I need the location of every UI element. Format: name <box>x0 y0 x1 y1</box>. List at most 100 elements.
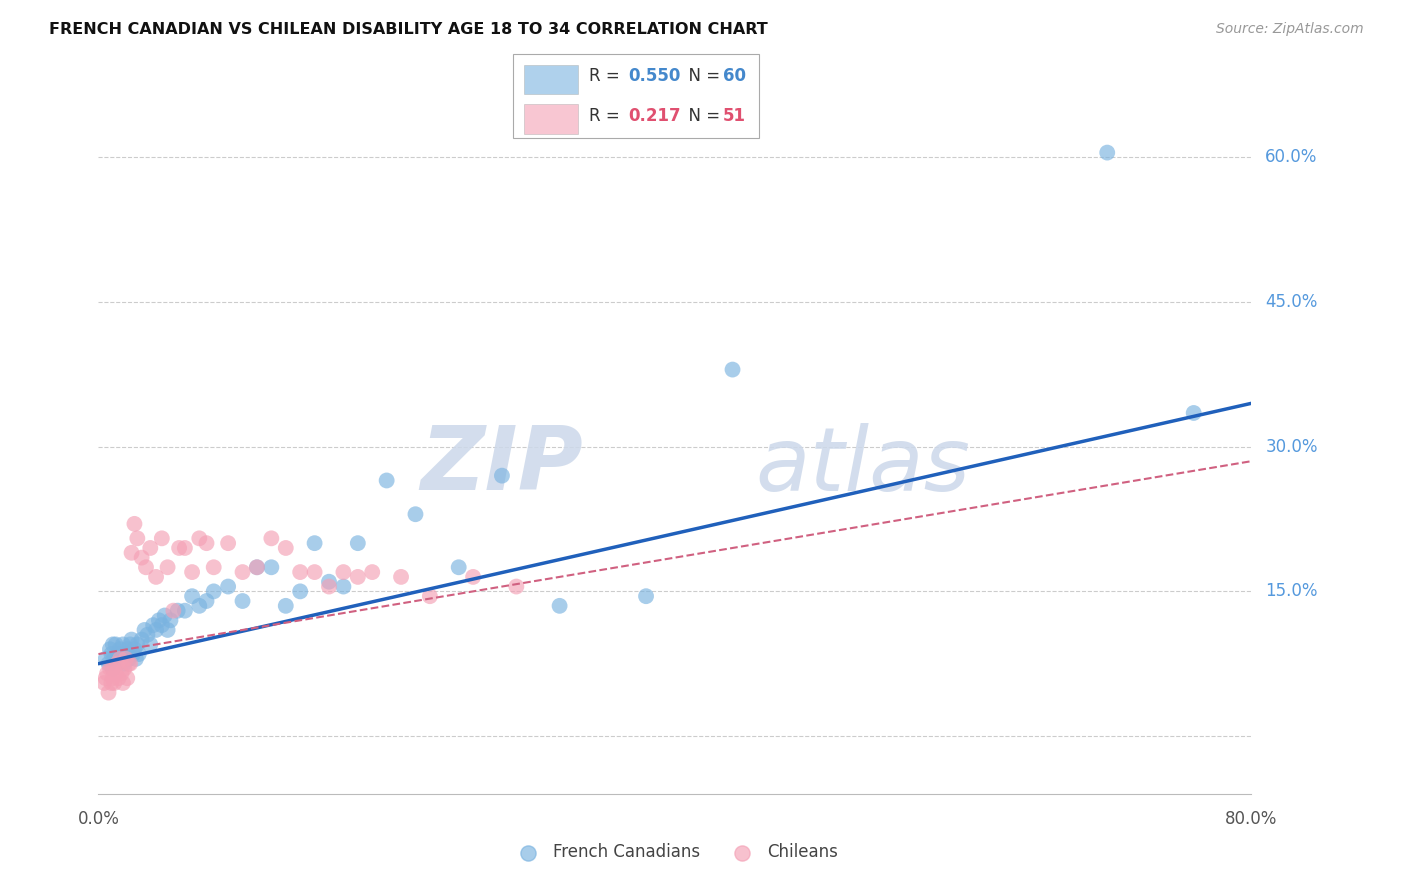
Point <box>491 468 513 483</box>
Point <box>505 580 527 594</box>
Point <box>114 652 136 666</box>
Point <box>181 589 204 603</box>
Point <box>118 652 141 666</box>
Text: 51: 51 <box>723 107 745 125</box>
Point <box>111 676 134 690</box>
Point <box>100 647 122 661</box>
Text: 15.0%: 15.0% <box>1265 582 1317 600</box>
Point <box>217 536 239 550</box>
Point <box>104 637 127 651</box>
Text: R =: R = <box>589 67 626 85</box>
Point <box>101 637 124 651</box>
Point <box>419 589 441 603</box>
Point <box>447 560 470 574</box>
Text: N =: N = <box>678 107 725 125</box>
Point <box>318 574 340 589</box>
Point <box>153 608 176 623</box>
Point <box>134 623 156 637</box>
Point <box>1097 145 1119 160</box>
Point <box>274 599 297 613</box>
Point <box>162 604 184 618</box>
Point <box>136 628 159 642</box>
Point <box>101 661 124 675</box>
Point <box>118 657 141 671</box>
Text: 45.0%: 45.0% <box>1265 293 1317 311</box>
Point <box>103 652 125 666</box>
Point <box>290 565 312 579</box>
Point <box>124 516 146 531</box>
Point <box>246 560 269 574</box>
Point <box>124 642 146 657</box>
Point <box>127 532 149 546</box>
Point <box>332 565 354 579</box>
Point <box>110 652 132 666</box>
Point <box>1182 406 1205 420</box>
Point <box>142 618 165 632</box>
Text: N =: N = <box>678 67 725 85</box>
Point <box>98 661 121 675</box>
Point <box>389 570 412 584</box>
Text: atlas: atlas <box>755 423 970 508</box>
Point <box>110 666 132 681</box>
Point <box>145 570 167 584</box>
Point <box>346 570 368 584</box>
Point <box>721 362 744 376</box>
Point <box>548 599 571 613</box>
Point <box>114 647 136 661</box>
Point <box>120 637 142 651</box>
Point <box>108 642 131 657</box>
Point <box>332 580 354 594</box>
Point <box>195 594 218 608</box>
Point <box>636 589 658 603</box>
Point <box>107 647 129 661</box>
Text: 0.550: 0.550 <box>628 67 681 85</box>
Point <box>135 560 157 574</box>
Point <box>231 565 254 579</box>
Point <box>166 604 188 618</box>
Point <box>202 560 225 574</box>
Point <box>260 560 283 574</box>
Point <box>122 647 145 661</box>
Point <box>139 637 162 651</box>
Point <box>188 599 211 613</box>
Point <box>101 661 124 675</box>
Point <box>304 536 326 550</box>
Point <box>181 565 204 579</box>
Point <box>97 657 120 671</box>
Point <box>96 666 118 681</box>
Point <box>231 594 254 608</box>
Point <box>103 676 125 690</box>
Point <box>121 546 143 560</box>
Point <box>94 671 117 685</box>
Point <box>107 671 129 685</box>
Point <box>104 666 127 681</box>
Point <box>150 618 173 632</box>
Point <box>167 541 190 555</box>
Point <box>174 541 197 555</box>
Point <box>159 613 181 627</box>
Point <box>174 604 197 618</box>
Point <box>93 676 115 690</box>
Point <box>361 565 384 579</box>
Text: R =: R = <box>589 107 626 125</box>
Point <box>108 652 131 666</box>
Point <box>461 570 484 584</box>
Point <box>304 565 326 579</box>
Point <box>131 632 153 647</box>
Point <box>117 642 139 657</box>
Point <box>121 632 143 647</box>
Point <box>375 474 398 488</box>
Point <box>202 584 225 599</box>
Point <box>105 657 128 671</box>
Legend: French Canadians, Chileans: French Canadians, Chileans <box>505 837 845 868</box>
Point <box>139 541 162 555</box>
Text: ZIP: ZIP <box>420 422 582 509</box>
Point <box>100 676 122 690</box>
Point <box>217 580 239 594</box>
Point <box>405 507 427 521</box>
Point <box>318 580 340 594</box>
Point <box>188 532 211 546</box>
Text: 0.217: 0.217 <box>628 107 681 125</box>
Text: FRENCH CANADIAN VS CHILEAN DISABILITY AGE 18 TO 34 CORRELATION CHART: FRENCH CANADIAN VS CHILEAN DISABILITY AG… <box>49 22 768 37</box>
Point <box>131 550 153 565</box>
